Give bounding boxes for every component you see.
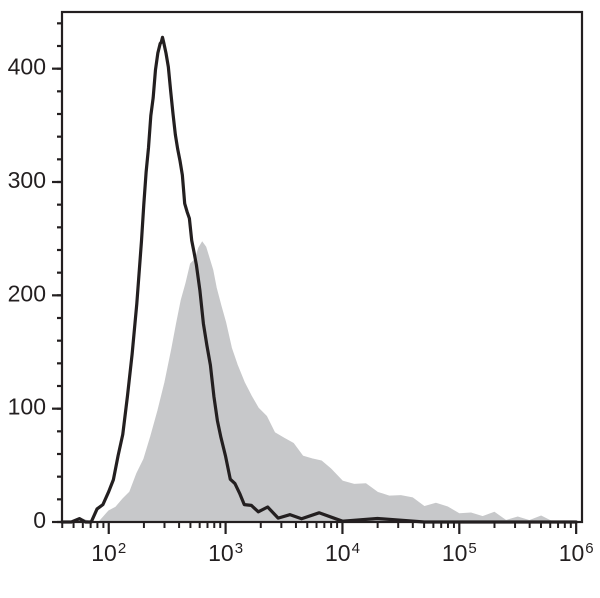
x-tick-label: 102	[91, 540, 126, 567]
y-axis: 0 100 200 300 400	[8, 23, 62, 533]
x-tick-label: 106	[559, 540, 594, 567]
y-tick-label: 0	[33, 507, 46, 533]
flow-cytometry-histogram: 0 100 200 300 400 102 103 104 105 106	[0, 0, 600, 598]
chart-svg: 0 100 200 300 400 102 103 104 105 106	[0, 0, 600, 598]
y-tick-label: 200	[8, 280, 46, 306]
y-tick-label: 400	[8, 54, 46, 80]
x-tick-label: 105	[442, 540, 477, 567]
x-tick-label: 103	[208, 540, 243, 567]
y-tick-label: 100	[8, 394, 46, 420]
x-tick-label: 104	[325, 540, 360, 567]
histogram-line-series	[62, 37, 576, 522]
y-tick-label: 300	[8, 167, 46, 193]
x-axis: 102 103 104 105 106	[62, 522, 593, 566]
